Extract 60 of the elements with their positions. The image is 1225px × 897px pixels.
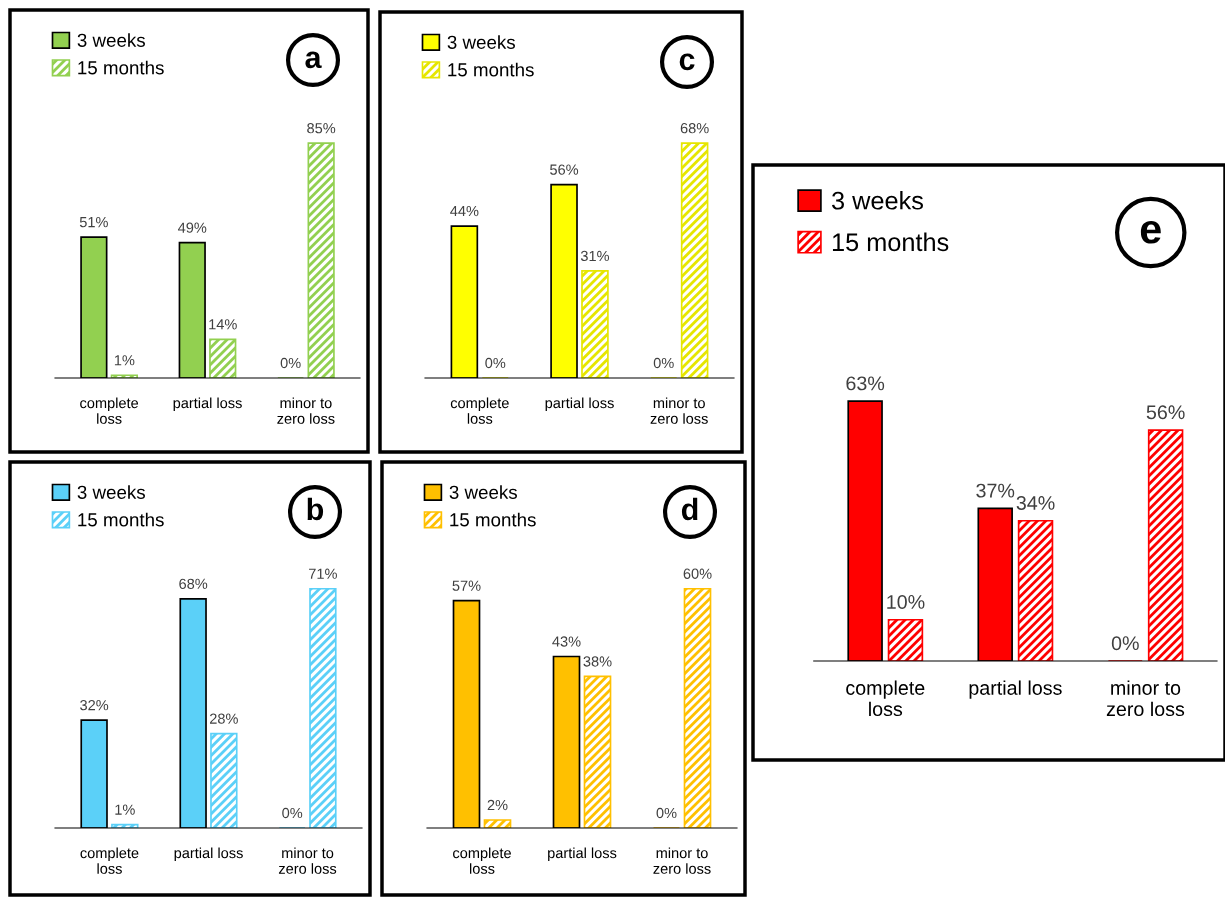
data-label: 63% xyxy=(846,376,885,391)
legend-label: 15 months xyxy=(448,62,534,77)
x-tick-label: complete loss xyxy=(453,847,511,874)
text: e xyxy=(1140,220,1161,244)
legend-label: 3 weeks xyxy=(832,191,923,210)
x-tick-label: partial loss xyxy=(174,847,243,862)
data-label: 0% xyxy=(653,357,674,369)
x-tick-label: complete loss xyxy=(80,847,139,874)
data-label: 2% xyxy=(487,799,508,811)
data-label: 1% xyxy=(114,355,135,366)
data-label: 1% xyxy=(115,804,135,815)
x-tick-label: complete loss xyxy=(80,397,139,424)
x-tick-label: minor to zero loss xyxy=(650,397,708,424)
data-label: 0% xyxy=(282,807,303,819)
data-label: 85% xyxy=(307,123,336,134)
data-label: 28% xyxy=(209,713,238,724)
data-label: 44% xyxy=(450,205,479,217)
x-tick-label: partial loss xyxy=(969,680,1062,699)
data-label: 32% xyxy=(80,700,109,711)
data-label: 68% xyxy=(680,123,709,134)
x-tick-label: minor to zero loss xyxy=(278,847,337,874)
data-label: 51% xyxy=(79,217,108,228)
x-tick-label: partial loss xyxy=(173,397,242,412)
x-tick-label: partial loss xyxy=(545,397,614,412)
x-tick-label: complete loss xyxy=(450,397,509,424)
data-label: 43% xyxy=(552,636,581,647)
data-label: 0% xyxy=(656,807,677,819)
text: b xyxy=(307,497,324,521)
data-label: 71% xyxy=(309,568,337,579)
x-tick-label: minor to zero loss xyxy=(653,847,711,874)
x-tick-label: complete loss xyxy=(846,680,925,717)
data-label: 56% xyxy=(550,164,579,175)
legend-label: 15 months xyxy=(78,60,164,75)
x-tick-label: partial loss xyxy=(548,847,617,862)
legend-label: 3 weeks xyxy=(447,35,515,49)
text: d xyxy=(681,497,698,521)
legend-label: 3 weeks xyxy=(77,485,145,499)
data-label: 49% xyxy=(177,222,207,233)
data-label: 10% xyxy=(887,594,925,609)
data-label: 0% xyxy=(485,357,506,369)
data-label: 68% xyxy=(179,578,208,589)
legend-label: 15 months xyxy=(450,512,536,527)
legend-label: 15 months xyxy=(832,232,949,252)
data-label: 37% xyxy=(976,483,1015,498)
data-label: 34% xyxy=(1016,496,1055,510)
data-label: 31% xyxy=(580,250,610,262)
data-label: 14% xyxy=(209,319,237,330)
legend-label: 3 weeks xyxy=(449,485,517,499)
legend-label: 15 months xyxy=(78,512,164,527)
x-tick-label: minor to zero loss xyxy=(277,397,335,424)
data-label: 56% xyxy=(1146,405,1185,420)
data-label: 0% xyxy=(1111,636,1139,651)
data-label: 57% xyxy=(452,580,481,591)
legend-label: 3 weeks xyxy=(77,33,145,47)
text: c xyxy=(679,53,695,71)
text: a xyxy=(305,51,322,69)
data-label: 0% xyxy=(280,357,301,369)
data-label: 38% xyxy=(583,656,612,667)
data-label: 60% xyxy=(683,568,712,579)
x-tick-label: minor to zero loss xyxy=(1106,680,1185,717)
